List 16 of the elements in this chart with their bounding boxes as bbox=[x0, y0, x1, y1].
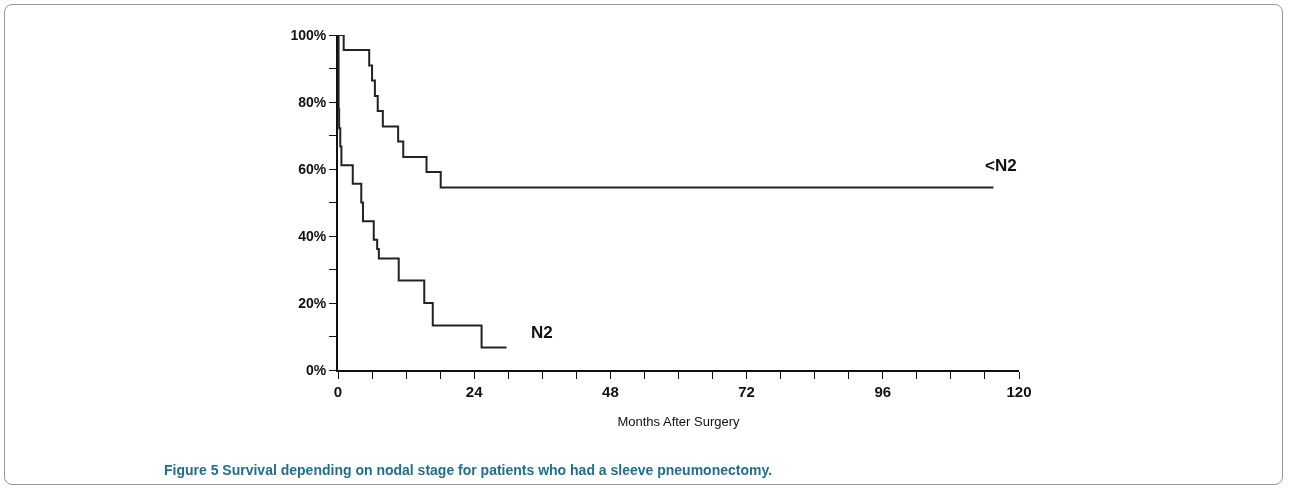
y-tick-label: 40% bbox=[298, 227, 327, 244]
x-tick-label: 24 bbox=[465, 383, 484, 400]
y-tick-label: 0% bbox=[305, 361, 327, 378]
x-axis-title: Months After Surgery bbox=[617, 414, 741, 430]
x-tick-label: 0 bbox=[333, 383, 343, 400]
x-tick-label: 96 bbox=[874, 383, 892, 400]
x-tick-label: 120 bbox=[1006, 383, 1032, 400]
y-tick-label: 20% bbox=[298, 294, 327, 311]
series-label: N2 bbox=[531, 323, 553, 342]
x-tick-label: 72 bbox=[738, 383, 755, 400]
caption: Figure 5 Survival depending on nodal stage for patients who had a sleeve pneumonectomy. bbox=[164, 462, 773, 478]
x-tick-label: 48 bbox=[602, 383, 619, 400]
series-label: <N2 bbox=[985, 156, 1017, 175]
y-tick-label: 80% bbox=[298, 93, 327, 110]
y-tick-label: 100% bbox=[290, 26, 327, 43]
y-tick-label: 60% bbox=[298, 160, 327, 177]
